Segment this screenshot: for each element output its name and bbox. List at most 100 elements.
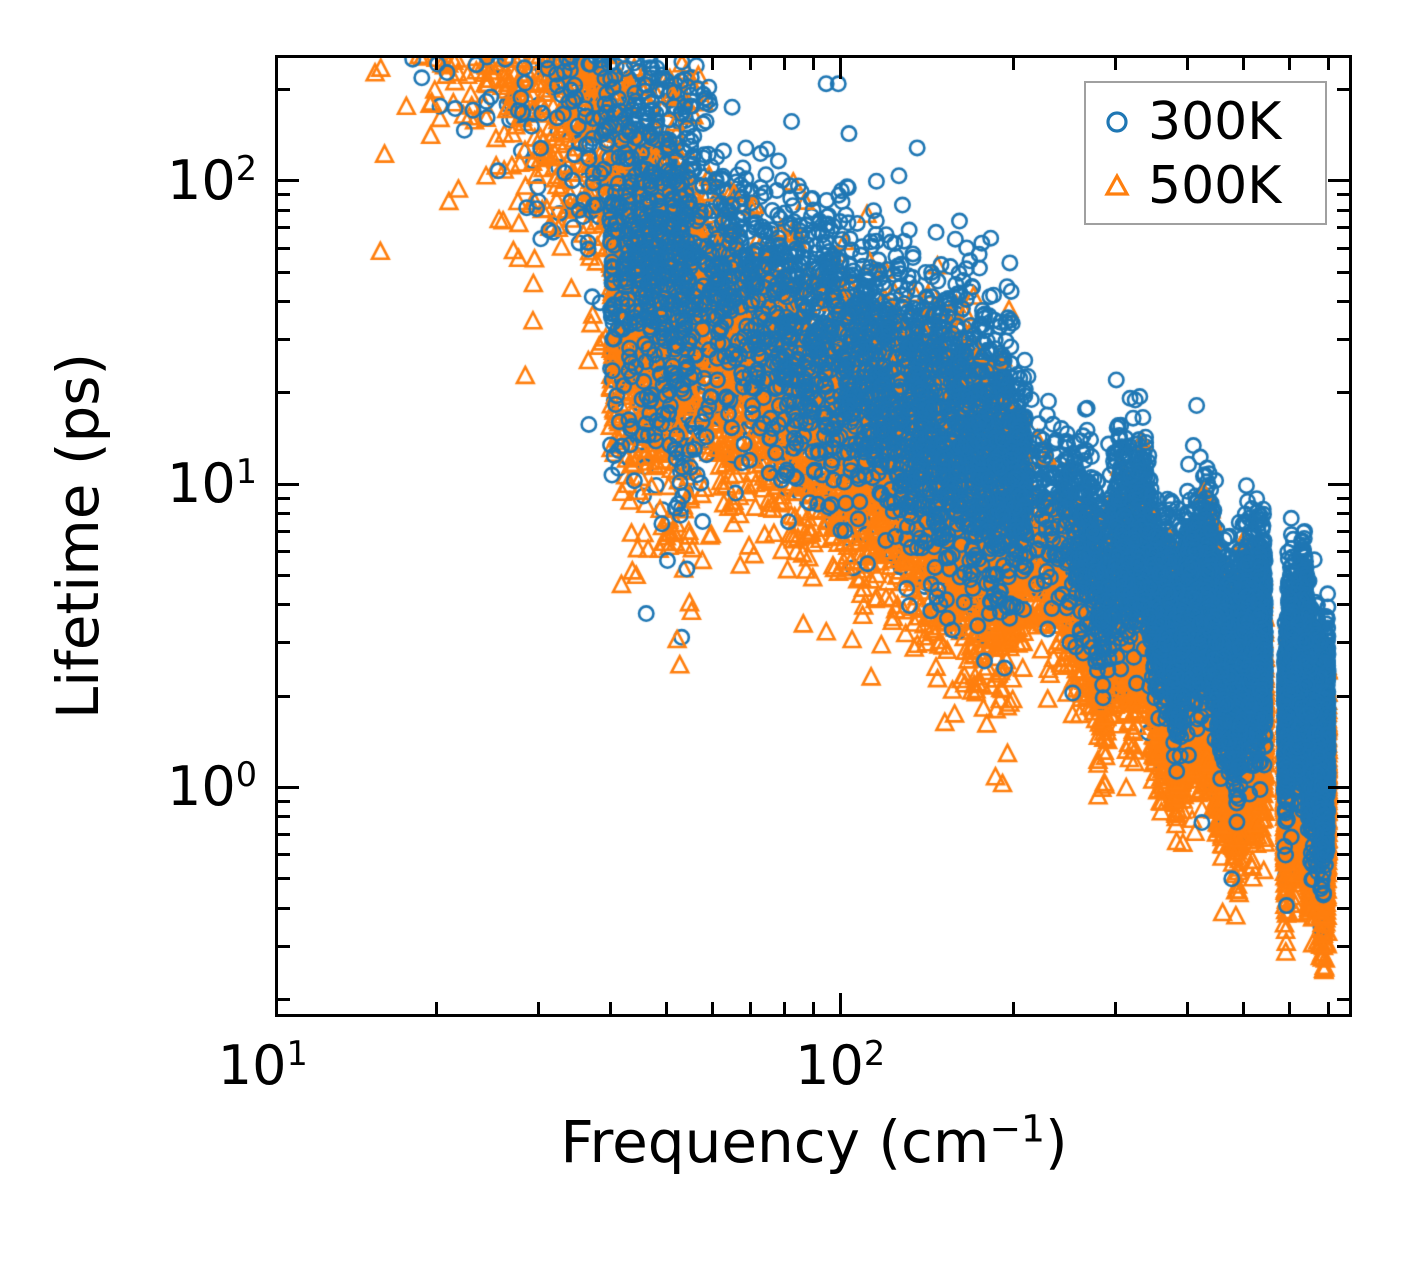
x-minor-tick-top [782,58,786,70]
axes-frame [275,55,1352,1017]
x-minor-tick-top [536,58,540,70]
legend-marker-triangle-icon [1086,169,1148,203]
y-minor-tick [278,300,290,304]
y-minor-tick [278,997,290,1001]
x-major-tick [838,993,842,1014]
y-minor-tick-right [1337,246,1349,250]
x-minor-tick [782,1002,786,1014]
y-minor-tick [278,573,290,577]
y-minor-tick-right [1337,512,1349,516]
y-minor-tick-right [1337,832,1349,836]
x-major-tick-top [838,58,842,79]
x-minor-tick [1114,1002,1118,1014]
y-minor-tick [278,246,290,250]
x-minor-tick [435,1002,439,1014]
y-minor-tick-right [1337,391,1349,395]
y-minor-tick-right [1337,208,1349,212]
y-tick-exponent: 1 [235,452,257,492]
x-minor-tick-top [1287,58,1291,70]
x-minor-tick [749,1002,753,1014]
x-axis-label-tail: ) [1045,1108,1068,1176]
y-major-tick-right [1328,482,1349,486]
y-minor-tick [278,853,290,857]
y-minor-tick [278,799,290,803]
y-minor-tick-right [1337,337,1349,341]
y-major-tick [278,179,299,183]
y-minor-tick-right [1337,496,1349,500]
x-axis-label: Frequency (cm−1) [560,1108,1067,1176]
x-minor-tick [1242,1002,1246,1014]
y-minor-tick-right [1337,193,1349,197]
y-minor-tick-right [1337,529,1349,533]
y-minor-tick [278,226,290,230]
y-minor-tick-right [1337,270,1349,274]
legend-box: 300K 500K [1084,81,1327,225]
y-tick-label: 101 [167,455,257,511]
x-minor-tick-top [664,58,668,70]
y-minor-tick [278,603,290,607]
y-minor-tick [278,208,290,212]
y-minor-tick [278,391,290,395]
x-tick-label: 102 [795,1037,885,1093]
x-minor-tick-top [1186,58,1190,70]
x-minor-tick-top [1114,58,1118,70]
x-tick-exponent: 1 [286,1034,308,1073]
y-minor-tick-right [1337,573,1349,577]
y-major-tick [278,785,299,789]
y-minor-tick [278,906,290,910]
y-minor-tick-right [1337,853,1349,857]
y-minor-tick [278,832,290,836]
x-tick-mantissa: 10 [795,1034,864,1097]
x-minor-tick [1186,1002,1190,1014]
legend-label-300k: 300K [1148,92,1282,152]
x-minor-tick-top [749,58,753,70]
y-minor-tick [278,694,290,698]
y-minor-tick-right [1337,877,1349,881]
x-axis-label-base: Frequency (cm [560,1108,990,1176]
y-minor-tick-right [1337,906,1349,910]
x-minor-tick [536,1002,540,1014]
legend-marker-circle-icon [1086,105,1148,139]
x-minor-tick [812,1002,816,1014]
y-minor-tick-right [1337,815,1349,819]
y-minor-tick-right [1337,694,1349,698]
y-minor-tick-right [1337,603,1349,607]
y-minor-tick-right [1337,641,1349,645]
y-minor-tick-right [1337,997,1349,1001]
y-minor-tick [278,877,290,881]
x-minor-tick [710,1002,714,1014]
y-axis-label: Lifetime (ps) [44,352,112,720]
x-minor-tick-top [608,58,612,70]
y-minor-tick [278,641,290,645]
x-minor-tick-top [812,58,816,70]
y-minor-tick-right [1337,300,1349,304]
y-minor-tick [278,512,290,516]
y-major-tick-right [1328,785,1349,789]
y-major-tick [278,482,299,486]
y-minor-tick [278,529,290,533]
y-tick-mantissa: 10 [166,148,236,212]
y-minor-tick [278,944,290,948]
legend-entry-300k: 300K [1086,91,1325,153]
y-minor-tick [278,193,290,197]
y-minor-tick [278,337,290,341]
x-minor-tick-top [1326,58,1330,70]
x-axis-label-exponent: −1 [989,1106,1046,1151]
y-minor-tick [278,88,290,92]
y-tick-mantissa: 10 [166,755,236,819]
x-tick-label: 101 [218,1037,308,1093]
y-tick-label: 100 [167,758,257,814]
x-tick-exponent: 2 [863,1034,886,1073]
x-tick-mantissa: 10 [217,1034,287,1097]
y-minor-tick [278,815,290,819]
x-minor-tick-top [1012,58,1016,70]
y-major-tick-right [1328,179,1349,183]
y-minor-tick [278,270,290,274]
y-tick-exponent: 0 [235,755,257,795]
y-minor-tick-right [1337,799,1349,803]
y-minor-tick [278,549,290,553]
legend-label-500k: 500K [1148,156,1282,216]
x-minor-tick [1012,1002,1016,1014]
x-minor-tick [664,1002,668,1014]
